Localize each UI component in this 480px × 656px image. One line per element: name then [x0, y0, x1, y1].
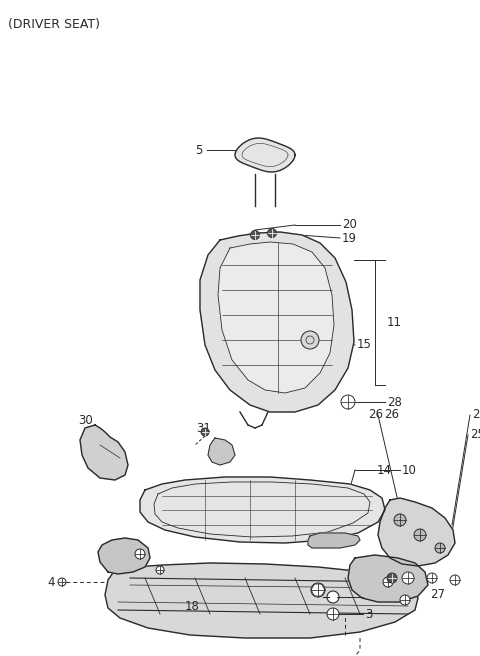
Text: 3: 3 [365, 607, 372, 621]
Text: 10: 10 [402, 464, 417, 476]
Circle shape [311, 583, 325, 597]
Text: 11: 11 [387, 316, 402, 329]
Text: 28: 28 [387, 396, 402, 409]
Text: (DRIVER SEAT): (DRIVER SEAT) [8, 18, 100, 31]
Circle shape [327, 608, 339, 620]
Circle shape [267, 228, 276, 237]
Polygon shape [208, 438, 235, 465]
Circle shape [400, 595, 410, 605]
Circle shape [427, 573, 437, 583]
Circle shape [414, 529, 426, 541]
Polygon shape [80, 425, 128, 480]
Circle shape [135, 549, 145, 559]
Text: 1: 1 [365, 590, 372, 604]
Circle shape [301, 331, 319, 349]
Text: 5: 5 [194, 144, 202, 157]
Polygon shape [378, 498, 455, 566]
Polygon shape [200, 232, 354, 412]
Text: 20: 20 [342, 218, 357, 232]
Circle shape [383, 577, 393, 587]
Text: 19: 19 [342, 232, 357, 245]
Polygon shape [140, 477, 385, 543]
Text: 26: 26 [368, 409, 383, 422]
Text: 18: 18 [185, 600, 200, 613]
Text: 25: 25 [470, 428, 480, 441]
Circle shape [201, 428, 209, 436]
Polygon shape [105, 563, 418, 638]
Text: 26: 26 [384, 409, 399, 422]
Circle shape [156, 566, 164, 574]
Text: 27: 27 [430, 588, 445, 602]
Polygon shape [98, 538, 150, 574]
Circle shape [341, 395, 355, 409]
Circle shape [402, 572, 414, 584]
Circle shape [327, 591, 339, 603]
Polygon shape [218, 242, 334, 393]
Text: 15: 15 [357, 338, 372, 352]
Circle shape [251, 230, 260, 239]
Circle shape [387, 573, 397, 583]
Circle shape [450, 575, 460, 585]
Polygon shape [308, 533, 360, 548]
Text: 4: 4 [47, 575, 55, 588]
Polygon shape [348, 555, 428, 602]
Text: 22: 22 [472, 409, 480, 422]
Circle shape [394, 514, 406, 526]
Text: 27: 27 [400, 588, 415, 602]
Text: 14: 14 [377, 464, 392, 476]
Polygon shape [235, 138, 295, 172]
Circle shape [58, 578, 66, 586]
Text: 32: 32 [380, 583, 395, 596]
Text: 30: 30 [78, 413, 93, 426]
Circle shape [435, 543, 445, 553]
Text: 31: 31 [196, 422, 211, 434]
